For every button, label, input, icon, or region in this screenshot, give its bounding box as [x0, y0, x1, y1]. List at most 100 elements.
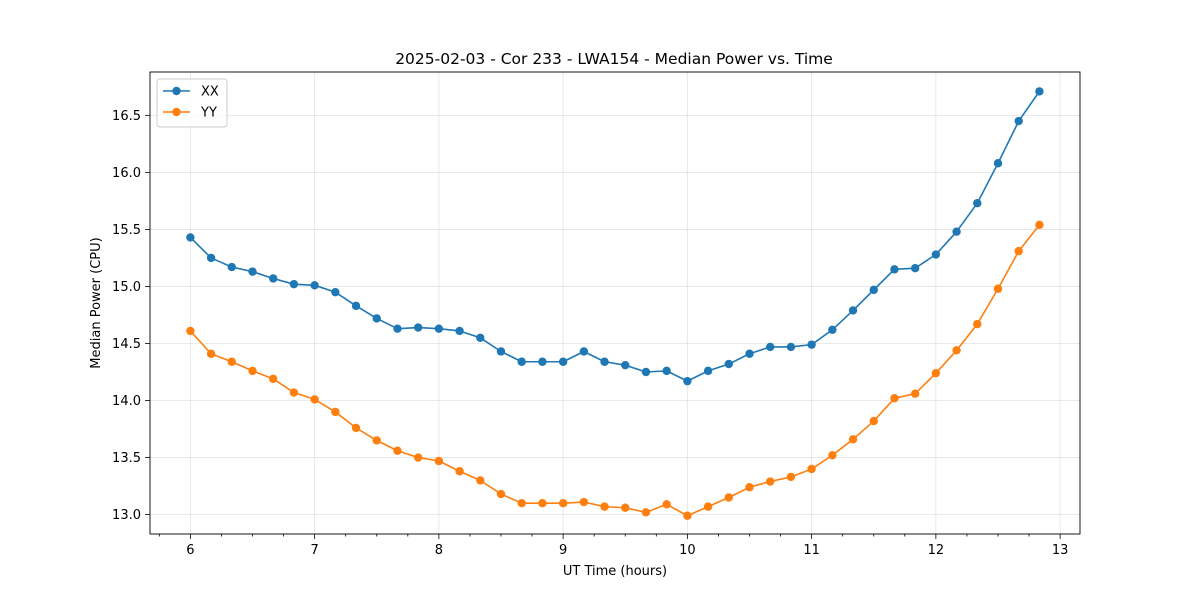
data-point-yy	[1014, 246, 1023, 256]
legend-label-yy: YY	[200, 106, 217, 121]
data-point-xx	[206, 253, 216, 263]
data-point-xx	[600, 357, 609, 366]
data-point-xx	[973, 198, 982, 208]
plot-frame	[149, 71, 1081, 535]
legend-label-xx: XX	[201, 85, 219, 100]
data-point-xx	[413, 323, 423, 332]
data-point-xx	[269, 274, 278, 283]
data-point-xx	[517, 357, 526, 366]
data-point-xx	[1035, 87, 1044, 96]
data-point-yy	[496, 489, 506, 499]
data-point-yy	[641, 508, 651, 517]
legend: XX YY	[156, 78, 228, 128]
data-point-yy	[828, 451, 837, 460]
data-point-xx	[538, 357, 547, 366]
data-point-xx	[455, 326, 464, 336]
y-tick-label: 15.0	[112, 280, 141, 295]
x-tick-label: 12	[928, 543, 945, 558]
data-point-xx	[952, 227, 961, 236]
data-point-xx	[662, 366, 671, 376]
data-point-yy	[869, 416, 878, 426]
data-point-xx	[1014, 116, 1023, 126]
series-yy	[186, 220, 1044, 520]
data-point-yy	[890, 394, 899, 403]
data-point-yy	[269, 374, 278, 384]
data-point-xx	[621, 360, 630, 370]
data-point-xx	[724, 359, 733, 369]
data-point-xx	[227, 262, 236, 272]
x-tick-label: 10	[679, 543, 696, 558]
data-point-xx	[786, 342, 796, 352]
y-tick-label: 14.5	[112, 337, 141, 352]
data-point-yy	[662, 500, 671, 509]
y-tick-label: 16.0	[112, 166, 141, 181]
data-point-yy	[931, 368, 941, 378]
series-xx	[186, 87, 1044, 386]
data-point-yy	[683, 511, 692, 520]
data-point-xx	[910, 264, 920, 273]
data-point-yy	[786, 472, 796, 482]
data-point-yy	[517, 499, 526, 508]
data-point-yy	[703, 502, 713, 511]
data-point-yy	[538, 499, 547, 508]
y-tick-label: 15.5	[112, 223, 141, 238]
y-tick-label: 13.5	[112, 451, 141, 466]
legend-marker-yy	[172, 107, 181, 117]
data-point-yy	[186, 326, 195, 336]
data-point-yy	[331, 407, 340, 417]
data-point-yy	[227, 357, 236, 366]
data-point-yy	[434, 456, 444, 466]
legend-marker-xx	[172, 86, 181, 96]
data-point-xx	[890, 265, 899, 274]
data-point-yy	[621, 503, 630, 512]
data-point-yy	[289, 388, 299, 397]
data-point-xx	[289, 279, 299, 289]
data-point-xx	[683, 376, 692, 386]
grid	[150, 72, 1080, 534]
data-point-xx	[476, 333, 485, 342]
data-point-yy	[579, 497, 589, 507]
data-point-xx	[931, 250, 941, 259]
data-point-xx	[579, 347, 589, 356]
data-point-xx	[434, 324, 444, 333]
data-point-xx	[641, 367, 651, 377]
data-point-yy	[310, 395, 319, 404]
data-point-xx	[310, 281, 319, 290]
data-point-yy	[393, 446, 402, 455]
data-point-yy	[206, 349, 216, 358]
data-point-xx	[869, 285, 878, 295]
data-point-yy	[558, 499, 568, 508]
x-tick-label: 9	[559, 543, 567, 558]
x-axis-label: UT Time (hours)	[563, 564, 667, 579]
data-point-yy	[807, 464, 816, 474]
data-point-yy	[600, 502, 609, 511]
data-point-xx	[848, 306, 858, 315]
axis-ticks: 6 7 8 9 10 11 12 13 13.0 13.5 14.0 14.5 15.0 15.5 16.0…	[112, 109, 1068, 558]
data-point-xx	[351, 301, 361, 311]
data-point-yy	[952, 346, 961, 355]
data-point-yy	[476, 476, 485, 485]
data-point-xx	[186, 233, 195, 242]
data-point-yy	[766, 477, 775, 486]
x-tick-label: 8	[435, 543, 443, 558]
data-point-xx	[828, 325, 837, 335]
data-point-yy	[993, 284, 1003, 293]
data-point-xx	[248, 267, 257, 276]
data-point-yy	[848, 435, 858, 444]
data-point-yy	[724, 493, 733, 502]
data-point-xx	[703, 366, 713, 376]
data-point-xx	[807, 340, 816, 349]
chart-title: 2025-02-03 - Cor 233 - LWA154 - Median P…	[395, 50, 833, 68]
data-point-xx	[331, 287, 340, 297]
x-tick-label: 13	[1052, 543, 1069, 558]
data-point-xx	[558, 357, 568, 366]
x-tick-label: 11	[803, 543, 820, 558]
data-point-yy	[1035, 220, 1044, 230]
data-point-yy	[455, 467, 464, 476]
x-tick-label: 6	[186, 543, 194, 558]
data-point-xx	[496, 347, 506, 356]
data-point-yy	[973, 319, 982, 329]
data-point-yy	[351, 423, 361, 433]
data-point-xx	[766, 342, 775, 352]
y-tick-label: 14.0	[112, 394, 141, 409]
